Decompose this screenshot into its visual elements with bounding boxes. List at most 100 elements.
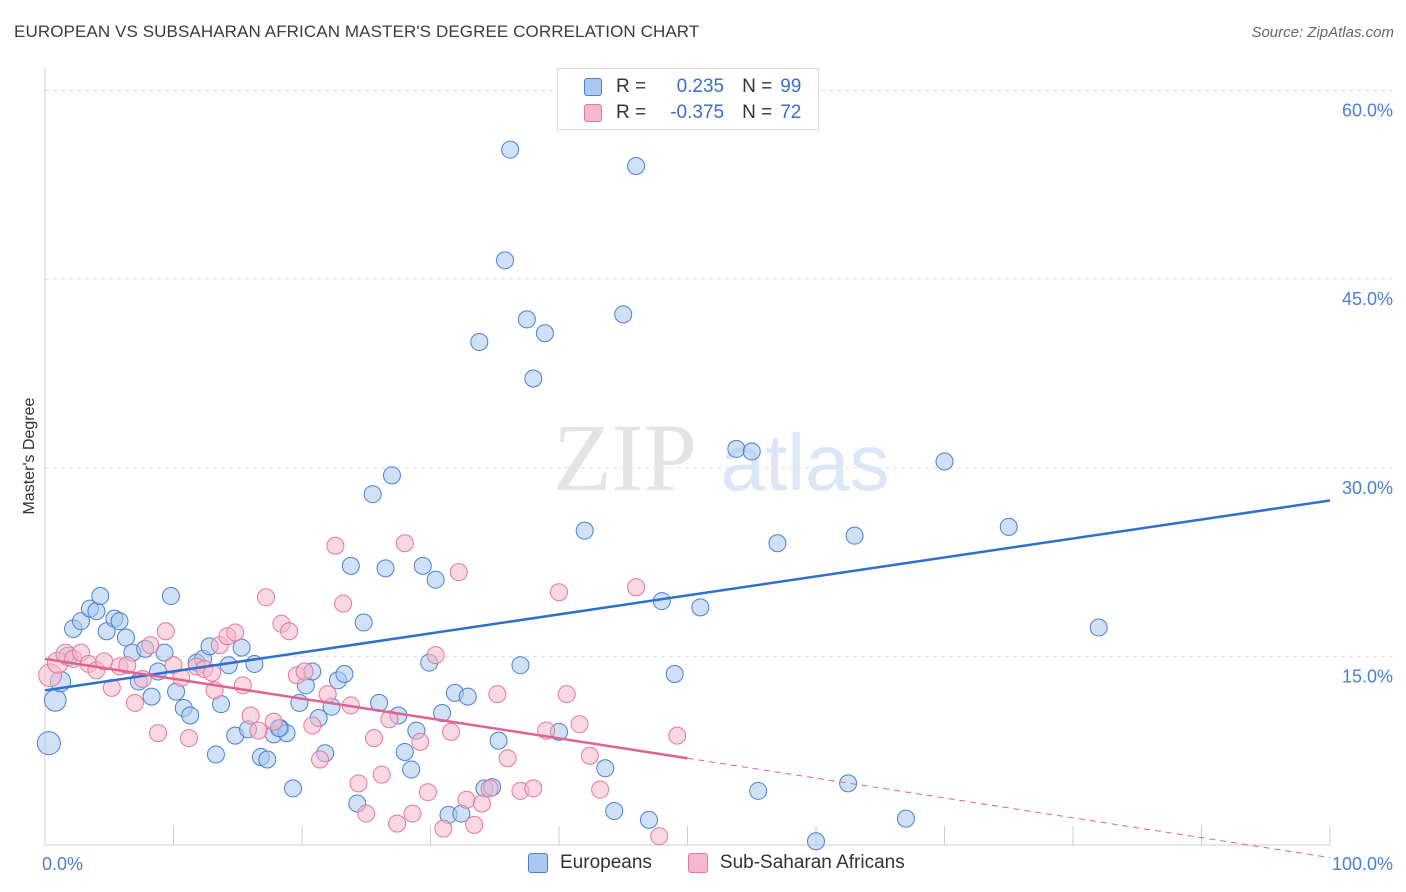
europeans-point[interactable] (110, 612, 129, 631)
europeans-point[interactable] (511, 656, 530, 675)
europeans-point[interactable] (496, 251, 515, 270)
europeans-point[interactable] (335, 664, 354, 683)
africans-point[interactable] (434, 819, 453, 838)
europeans-point[interactable] (524, 369, 543, 388)
europeans-point[interactable] (87, 602, 106, 621)
africans-point[interactable] (203, 663, 222, 682)
africans-point[interactable] (465, 815, 484, 834)
europeans-point[interactable] (142, 687, 161, 706)
africans-point[interactable] (550, 583, 568, 602)
africans-point[interactable] (303, 716, 322, 735)
africans-point[interactable] (226, 623, 245, 642)
africans-point[interactable] (557, 685, 576, 704)
europeans-point[interactable] (341, 556, 360, 575)
europeans-point[interactable] (665, 664, 684, 683)
legend-item-africans[interactable]: Sub-Saharan Africans (687, 852, 905, 874)
europeans-point[interactable] (232, 638, 251, 657)
europeans-point[interactable] (43, 689, 67, 712)
europeans-point[interactable] (639, 810, 658, 829)
africans-point[interactable] (591, 780, 610, 799)
africans-point[interactable] (650, 827, 669, 846)
africans-point[interactable] (349, 774, 368, 793)
europeans-point[interactable] (839, 774, 858, 793)
europeans-point[interactable] (161, 587, 180, 606)
africans-point[interactable] (310, 750, 329, 769)
africans-point[interactable] (118, 656, 137, 675)
europeans-point[interactable] (402, 760, 421, 779)
europeans-point[interactable] (458, 687, 477, 706)
africans-point[interactable] (141, 636, 160, 655)
africans-point[interactable] (249, 721, 268, 740)
europeans-point[interactable] (935, 452, 954, 471)
africans-point[interactable] (472, 794, 491, 813)
europeans-point[interactable] (395, 742, 414, 761)
europeans-point[interactable] (517, 310, 536, 329)
africans-point[interactable] (524, 779, 543, 798)
europeans-point[interactable] (742, 442, 761, 461)
africans-point[interactable] (179, 729, 198, 748)
europeans-point[interactable] (354, 613, 373, 632)
europeans-point[interactable] (206, 745, 225, 764)
europeans-point[interactable] (596, 759, 615, 778)
europeans-point[interactable] (258, 750, 277, 769)
africans-point[interactable] (295, 662, 314, 681)
africans-point[interactable] (149, 724, 168, 743)
africans-point[interactable] (418, 783, 437, 802)
europeans-point[interactable] (691, 598, 710, 617)
africans-point[interactable] (364, 729, 383, 748)
africans-point[interactable] (125, 693, 144, 712)
europeans-point[interactable] (91, 587, 110, 606)
europeans-point[interactable] (426, 570, 445, 589)
africans-point[interactable] (388, 814, 407, 833)
africans-point[interactable] (580, 746, 599, 765)
europeans-point[interactable] (575, 521, 594, 540)
europeans-point[interactable] (71, 612, 90, 631)
africans-point[interactable] (380, 710, 399, 729)
africans-point[interactable] (241, 706, 260, 725)
africans-point[interactable] (403, 804, 422, 823)
africans-point[interactable] (357, 804, 376, 823)
africans-point[interactable] (395, 534, 414, 553)
europeans-point[interactable] (845, 526, 864, 545)
europeans-point[interactable] (413, 556, 432, 575)
africans-point[interactable] (442, 722, 461, 741)
europeans-point[interactable] (36, 731, 61, 756)
europeans-point[interactable] (896, 809, 915, 828)
africans-point[interactable] (334, 594, 353, 613)
europeans-point[interactable] (768, 534, 787, 553)
europeans-point[interactable] (807, 832, 825, 851)
europeans-point[interactable] (489, 731, 508, 750)
europeans-point[interactable] (363, 485, 382, 504)
africans-point[interactable] (426, 646, 445, 665)
africans-point[interactable] (156, 622, 175, 641)
africans-point[interactable] (488, 685, 507, 704)
africans-point[interactable] (570, 715, 589, 734)
europeans-point[interactable] (999, 517, 1018, 536)
africans-point[interactable] (264, 712, 283, 731)
europeans-point[interactable] (376, 559, 395, 578)
africans-point[interactable] (480, 779, 499, 798)
europeans-point[interactable] (535, 324, 554, 343)
europeans-point[interactable] (284, 779, 303, 798)
legend-item-europeans[interactable]: Europeans (528, 852, 652, 874)
europeans-point[interactable] (470, 333, 489, 352)
europeans-point[interactable] (605, 802, 624, 821)
africans-point[interactable] (326, 536, 345, 555)
europeans-point[interactable] (116, 628, 135, 647)
africans-point[interactable] (449, 563, 468, 582)
europeans-point[interactable] (627, 157, 646, 176)
africans-point[interactable] (627, 578, 646, 597)
africans-point[interactable] (457, 790, 476, 809)
europeans-point[interactable] (155, 643, 174, 662)
europeans-point[interactable] (614, 305, 633, 324)
europeans-point[interactable] (501, 140, 520, 159)
africans-point[interactable] (257, 588, 276, 607)
africans-point[interactable] (498, 749, 517, 768)
africans-point[interactable] (318, 685, 337, 704)
africans-point[interactable] (372, 765, 391, 784)
europeans-point[interactable] (181, 706, 200, 725)
europeans-point[interactable] (749, 781, 768, 800)
europeans-point[interactable] (1089, 618, 1108, 637)
europeans-point[interactable] (727, 439, 746, 458)
europeans-point[interactable] (382, 466, 401, 485)
